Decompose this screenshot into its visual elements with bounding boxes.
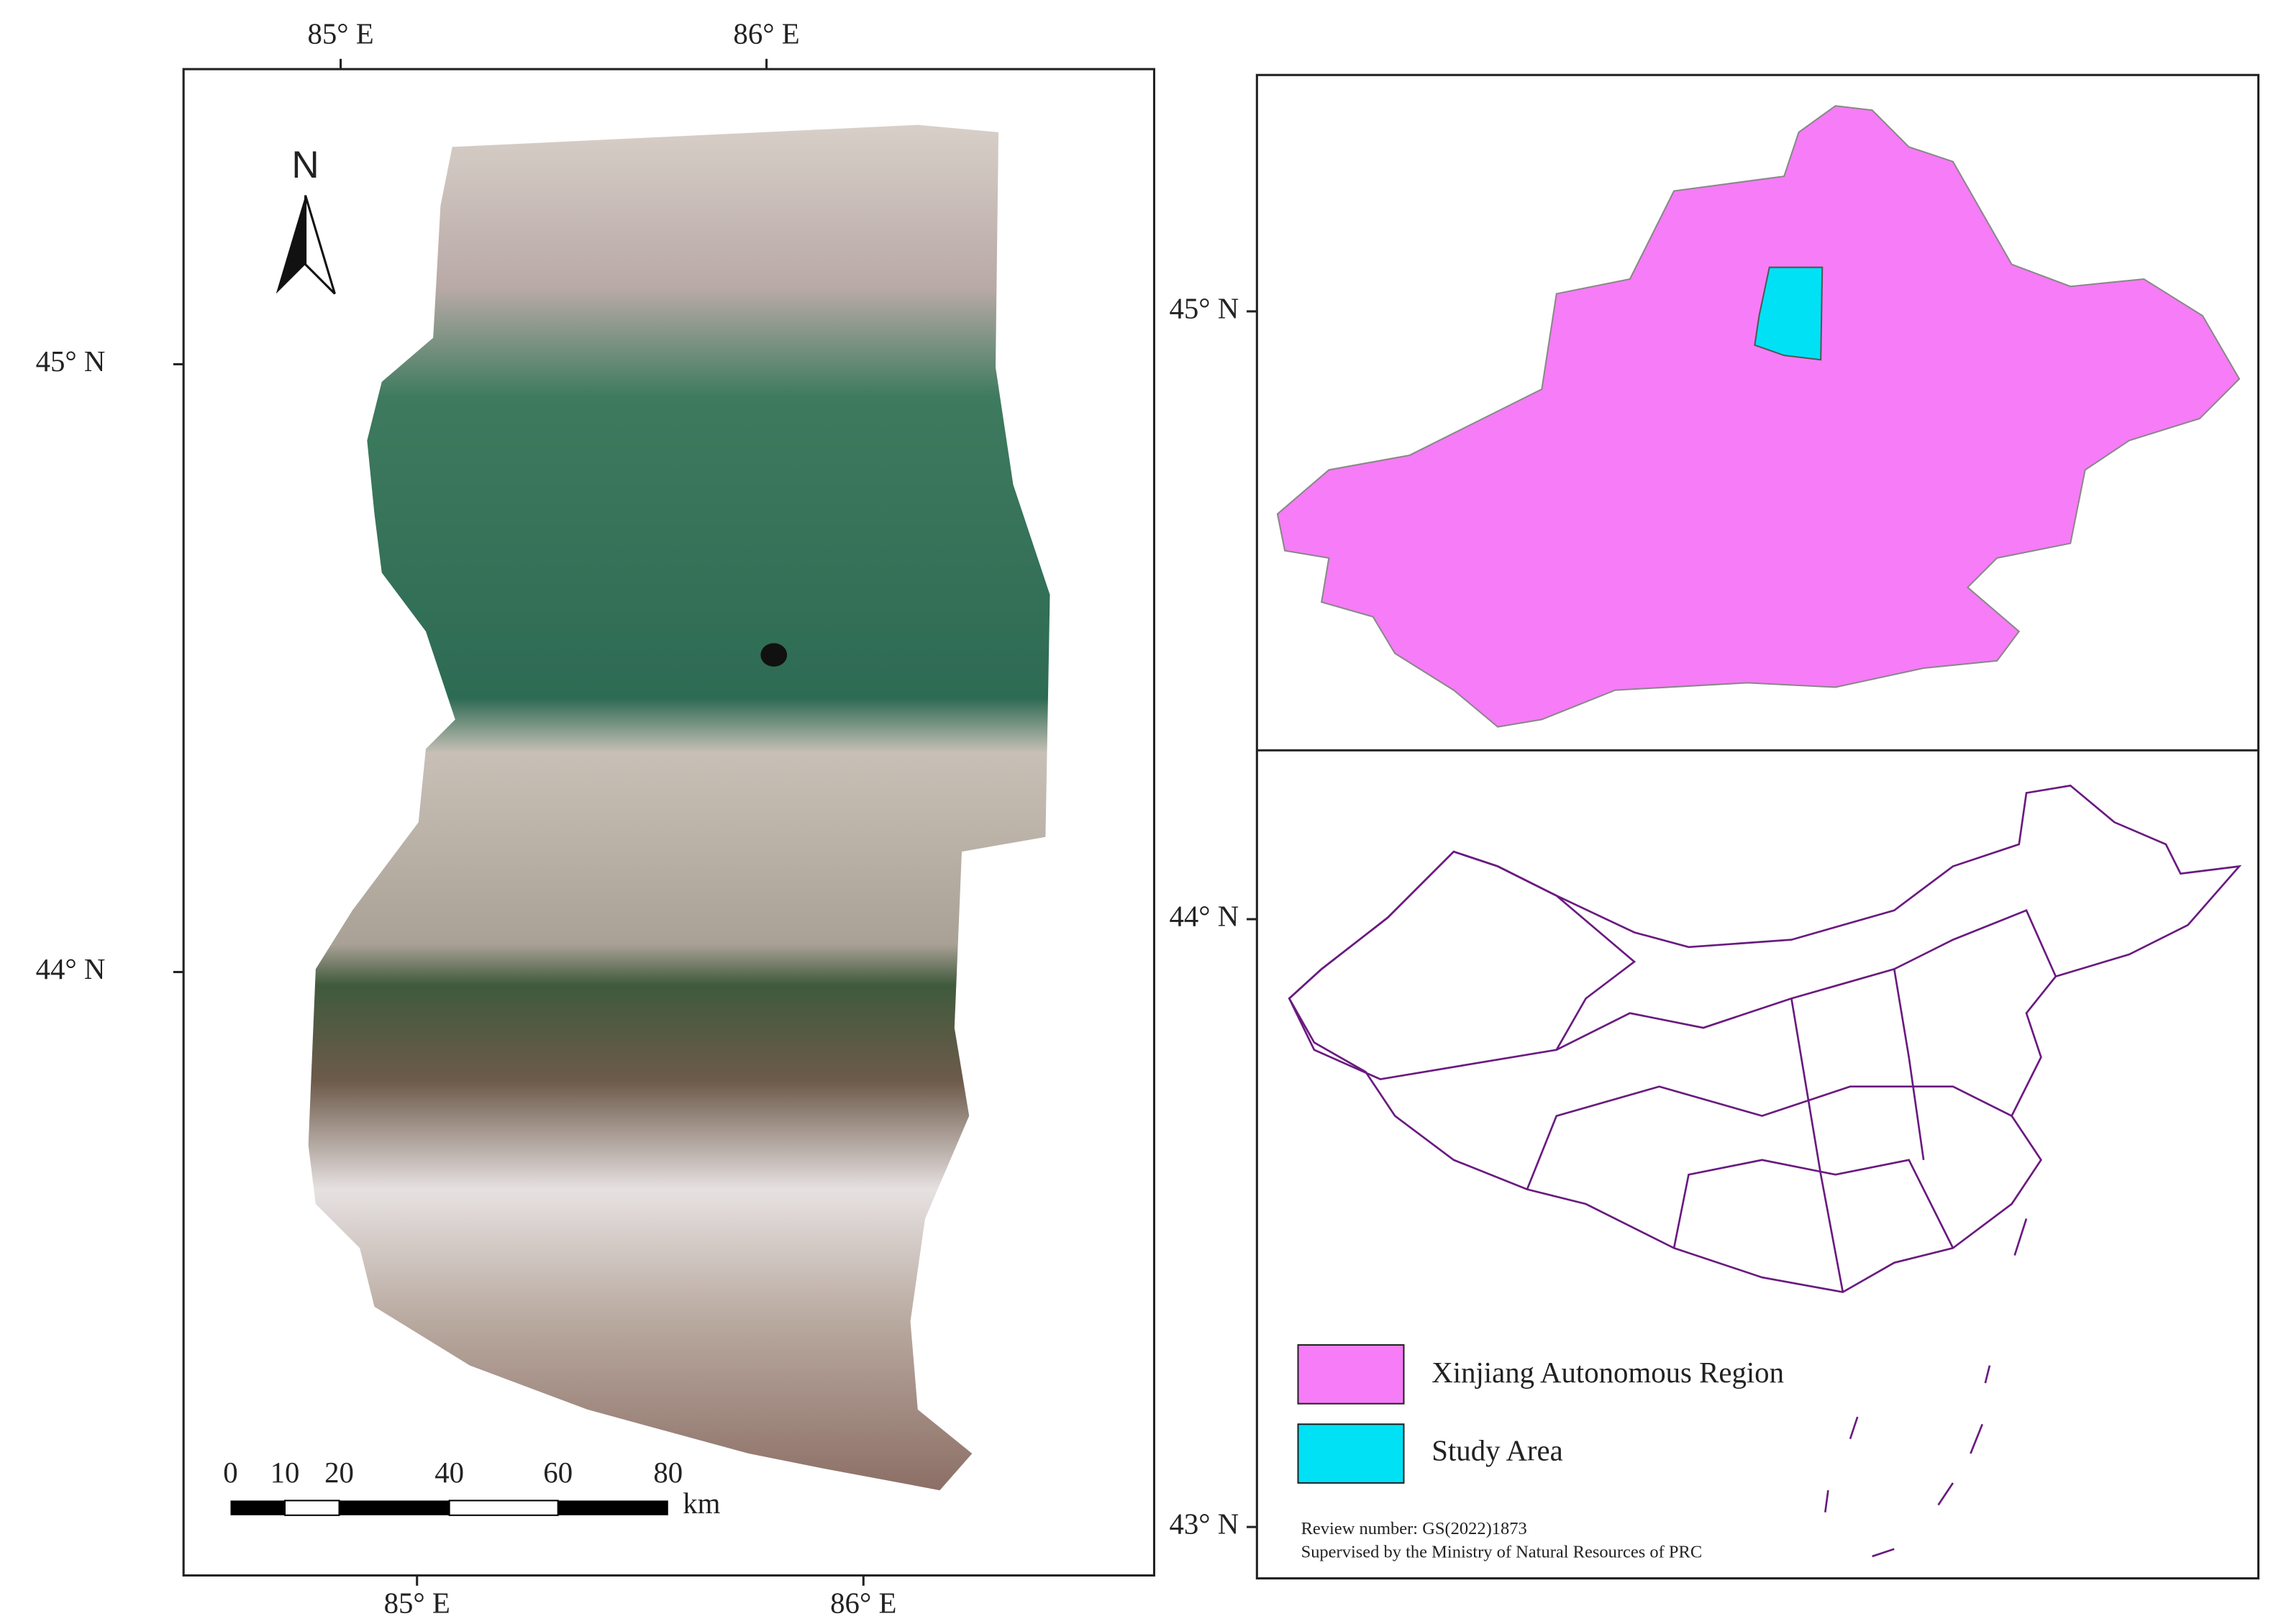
lake xyxy=(760,643,788,667)
scale-segment xyxy=(448,1500,559,1516)
note: Review number: GS(2022)1873 xyxy=(1301,1519,1527,1538)
xinjiang-in-china xyxy=(1288,850,1637,1080)
scale-segment xyxy=(230,1500,286,1515)
province-border xyxy=(1526,1085,2013,1190)
scale-label: 20 xyxy=(324,1456,354,1489)
china-outline xyxy=(1288,784,2242,1293)
scale-segment xyxy=(339,1500,450,1515)
north-arrow xyxy=(304,195,336,295)
north-arrow-label: N xyxy=(291,144,319,186)
latitude-label: 43° N xyxy=(1169,1507,1239,1540)
study-area-shape xyxy=(1754,266,1824,361)
longitude-label: 86° E xyxy=(733,18,799,50)
scale-label: 40 xyxy=(434,1456,464,1489)
satellite-image xyxy=(308,124,1050,1491)
longitude-label: 85° E xyxy=(307,18,373,50)
scale-label: 80 xyxy=(653,1456,683,1489)
province-border xyxy=(1672,1159,1954,1249)
province-border xyxy=(1893,969,1925,1160)
map-frame xyxy=(182,68,1155,1577)
scale-label: 10 xyxy=(270,1456,300,1489)
scale-label: 0 xyxy=(223,1456,237,1489)
latitude-label: 44° N xyxy=(36,953,106,985)
legend-label: Study Area xyxy=(1431,1434,1563,1466)
north-arrow xyxy=(276,195,306,294)
scale-segment xyxy=(283,1500,340,1516)
legend-swatch xyxy=(1297,1344,1405,1405)
scale-unit: km xyxy=(683,1487,720,1520)
note: Supervised by the Ministry of Natural Re… xyxy=(1301,1542,1703,1561)
province-border xyxy=(1790,998,1844,1292)
islands xyxy=(1824,1218,2028,1558)
longitude-label: 85° E xyxy=(384,1587,450,1620)
inset-frame xyxy=(1255,73,2260,1580)
province-border xyxy=(1556,909,2057,1051)
latitude-label: 45° N xyxy=(1169,292,1239,324)
latitude-label: 45° N xyxy=(36,345,106,378)
scale-segment xyxy=(557,1500,668,1515)
xinjiang-shape xyxy=(1276,105,2241,728)
legend-swatch xyxy=(1297,1423,1405,1484)
scale-label: 60 xyxy=(543,1456,573,1489)
latitude-label: 44° N xyxy=(1169,900,1239,932)
legend-label: Xinjiang Autonomous Region xyxy=(1431,1356,1784,1389)
longitude-label: 86° E xyxy=(830,1587,896,1620)
